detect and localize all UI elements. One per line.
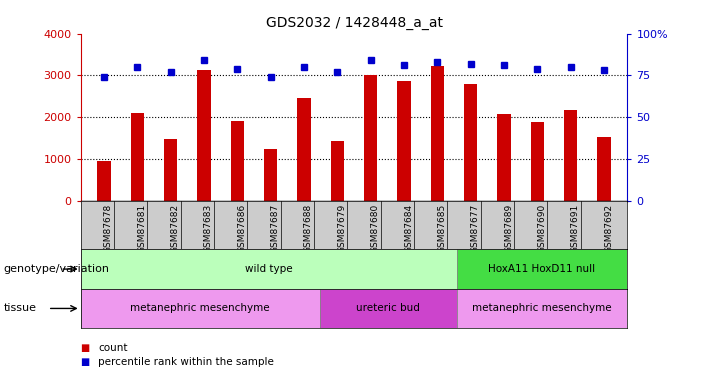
Text: tissue: tissue <box>4 303 36 313</box>
Text: ■: ■ <box>81 357 90 367</box>
Text: GSM87685: GSM87685 <box>437 204 447 253</box>
Title: GDS2032 / 1428448_a_at: GDS2032 / 1428448_a_at <box>266 16 442 30</box>
Bar <box>430 66 444 201</box>
Text: GSM87684: GSM87684 <box>404 204 413 253</box>
Bar <box>364 75 377 201</box>
Text: GSM87690: GSM87690 <box>538 204 546 253</box>
Bar <box>464 84 477 201</box>
Text: count: count <box>98 343 128 353</box>
Text: ureteric bud: ureteric bud <box>356 303 420 313</box>
Text: GSM87680: GSM87680 <box>371 204 380 253</box>
Bar <box>456 249 627 289</box>
Text: GSM87678: GSM87678 <box>104 204 113 253</box>
Text: GSM87683: GSM87683 <box>204 204 213 253</box>
Text: ■: ■ <box>81 343 90 353</box>
Bar <box>297 98 311 201</box>
Bar <box>456 289 627 328</box>
Text: wild type: wild type <box>245 264 292 274</box>
Text: GSM87686: GSM87686 <box>238 204 246 253</box>
Bar <box>81 289 320 328</box>
Bar <box>597 137 611 201</box>
Bar <box>164 139 177 201</box>
Bar <box>331 141 344 201</box>
Text: GSM87691: GSM87691 <box>571 204 580 253</box>
Text: metanephric mesenchyme: metanephric mesenchyme <box>472 303 612 313</box>
Text: GSM87682: GSM87682 <box>170 204 179 253</box>
Bar <box>564 110 578 201</box>
Text: GSM87692: GSM87692 <box>604 204 613 253</box>
Text: HoxA11 HoxD11 null: HoxA11 HoxD11 null <box>489 264 596 274</box>
Text: percentile rank within the sample: percentile rank within the sample <box>98 357 274 367</box>
Text: genotype/variation: genotype/variation <box>4 264 109 274</box>
Bar <box>531 122 544 201</box>
Text: GSM87679: GSM87679 <box>337 204 346 253</box>
Text: GSM87687: GSM87687 <box>271 204 280 253</box>
Text: GSM87677: GSM87677 <box>470 204 479 253</box>
Bar <box>320 289 456 328</box>
Text: GSM87681: GSM87681 <box>137 204 147 253</box>
Bar <box>197 70 210 201</box>
Bar <box>130 113 144 201</box>
Text: GSM87689: GSM87689 <box>504 204 513 253</box>
Bar <box>231 120 244 201</box>
Bar <box>81 249 456 289</box>
Bar <box>97 161 111 201</box>
Bar <box>264 149 278 201</box>
Text: metanephric mesenchyme: metanephric mesenchyme <box>130 303 270 313</box>
Text: GSM87688: GSM87688 <box>304 204 313 253</box>
Bar <box>498 114 511 201</box>
Bar <box>397 81 411 201</box>
